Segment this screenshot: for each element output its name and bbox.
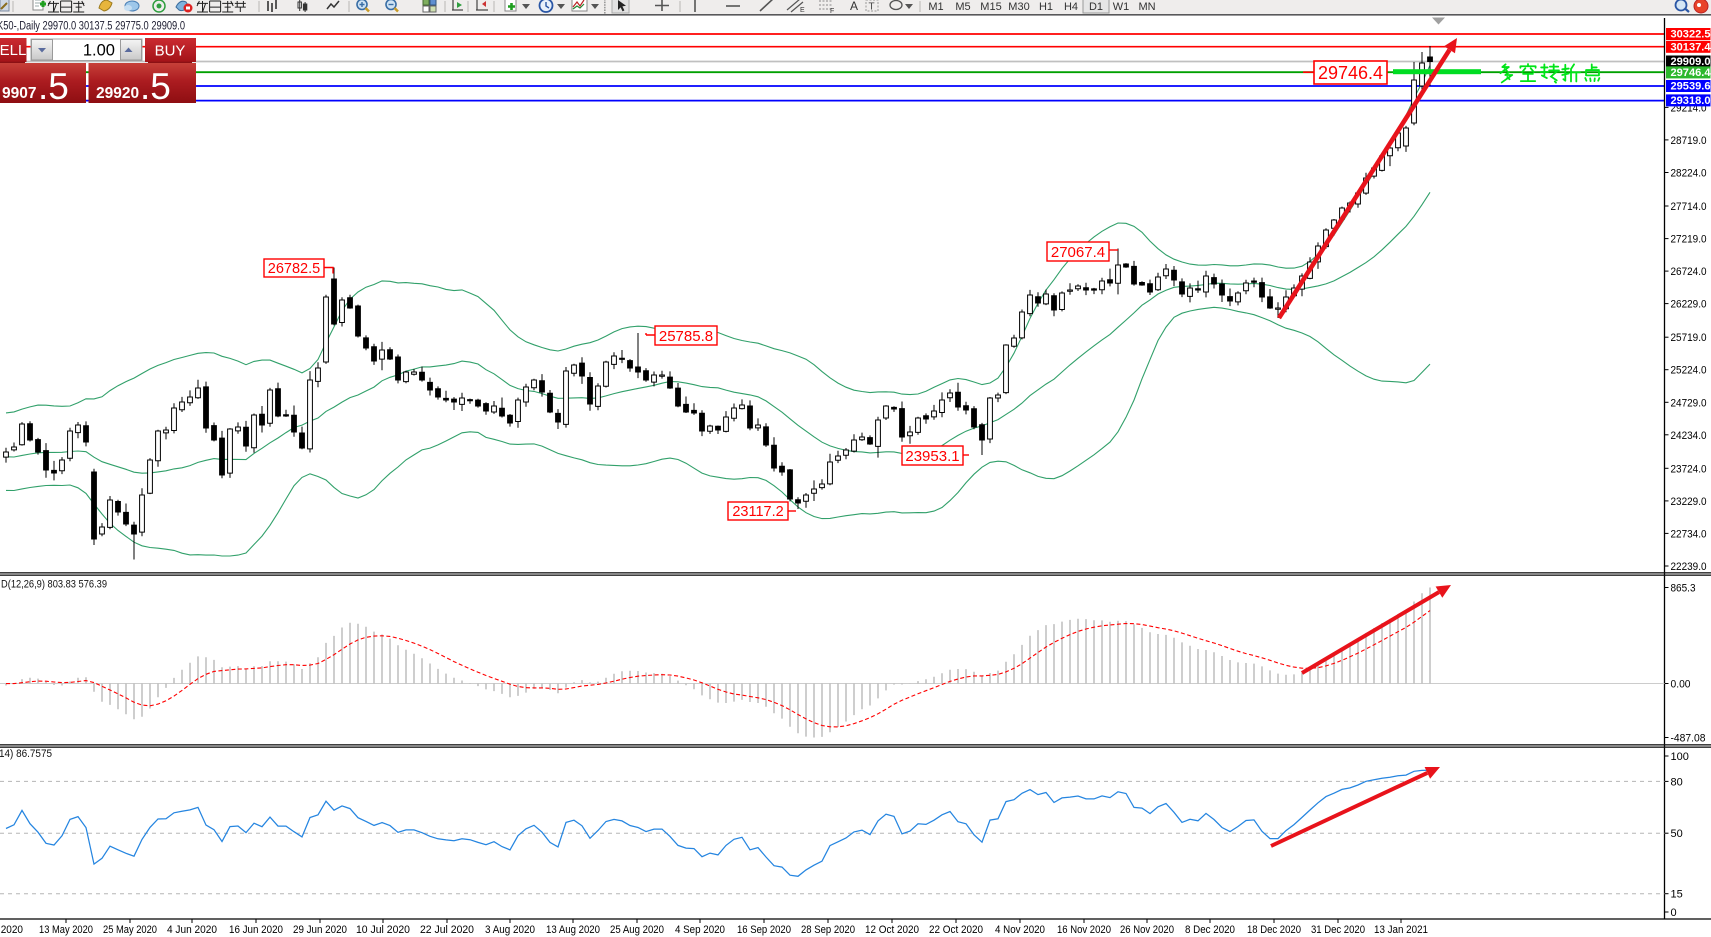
svg-text:23953.1: 23953.1 (905, 448, 959, 465)
svg-text:T: T (869, 2, 875, 13)
svg-text:31 Dec 2020: 31 Dec 2020 (1311, 924, 1365, 936)
svg-text:F: F (830, 8, 834, 15)
svg-text:13 May 2020: 13 May 2020 (39, 924, 93, 936)
svg-text:23229.0: 23229.0 (1671, 496, 1707, 508)
svg-text:15: 15 (1671, 889, 1683, 901)
svg-text:4 Nov 2020: 4 Nov 2020 (995, 924, 1045, 936)
svg-text:28 Sep 2020: 28 Sep 2020 (801, 924, 855, 936)
svg-text:-487.08: -487.08 (1671, 733, 1706, 745)
svg-text:30 Apr 2020: 30 Apr 2020 (0, 924, 23, 936)
svg-text:80: 80 (1671, 776, 1683, 788)
svg-text:29920: 29920 (96, 85, 139, 102)
svg-text:29909.0: 29909.0 (1671, 56, 1711, 68)
svg-text:25224.0: 25224.0 (1671, 365, 1707, 377)
svg-text:H4: H4 (1064, 1, 1078, 13)
svg-text:25 May 2020: 25 May 2020 (103, 924, 157, 936)
svg-text:8 Dec 2020: 8 Dec 2020 (1185, 924, 1235, 936)
svg-text:M30: M30 (1008, 1, 1029, 13)
svg-text:865.3: 865.3 (1671, 583, 1696, 595)
svg-text:27714.0: 27714.0 (1671, 201, 1707, 213)
svg-text:MN: MN (1138, 1, 1155, 13)
svg-text:22239.0: 22239.0 (1671, 561, 1707, 573)
svg-text:26 Nov 2020: 26 Nov 2020 (1120, 924, 1174, 936)
svg-text:30137.4: 30137.4 (1671, 41, 1711, 53)
svg-text:25 Aug 2020: 25 Aug 2020 (610, 924, 664, 936)
svg-text:28224.0: 28224.0 (1671, 168, 1707, 180)
svg-text:24729.0: 24729.0 (1671, 397, 1707, 409)
svg-text:M5: M5 (955, 1, 970, 13)
svg-text:BUY: BUY (155, 43, 186, 60)
svg-text:50: 50 (1671, 828, 1683, 840)
svg-text:25785.8: 25785.8 (659, 328, 713, 345)
svg-text:13 Aug 2020: 13 Aug 2020 (546, 924, 600, 936)
svg-text:1.00: 1.00 (83, 42, 115, 60)
svg-text:M15: M15 (980, 1, 1001, 13)
svg-text:A: A (850, 0, 858, 13)
svg-text:25719.0: 25719.0 (1671, 332, 1707, 344)
svg-text:10 Jul 2020: 10 Jul 2020 (356, 924, 410, 936)
svg-text:29318.0: 29318.0 (1671, 95, 1711, 107)
svg-text:18 Dec 2020: 18 Dec 2020 (1247, 924, 1301, 936)
svg-text:.5: .5 (140, 66, 171, 107)
svg-text:.5: .5 (38, 66, 69, 107)
svg-text:24234.0: 24234.0 (1671, 430, 1707, 442)
svg-text:28719.0: 28719.0 (1671, 135, 1707, 147)
svg-text:0.00: 0.00 (1671, 679, 1691, 691)
svg-text:13 Jan 2021: 13 Jan 2021 (1374, 924, 1428, 936)
svg-text:30322.5: 30322.5 (1671, 29, 1711, 41)
svg-text:16 Nov 2020: 16 Nov 2020 (1057, 924, 1111, 936)
svg-text:W1: W1 (1113, 1, 1130, 13)
svg-text:100: 100 (1671, 751, 1689, 763)
svg-text:26724.0: 26724.0 (1671, 266, 1707, 278)
svg-text:4 Jun 2020: 4 Jun 2020 (167, 924, 217, 936)
svg-text:29746.4: 29746.4 (1671, 67, 1711, 79)
svg-text:3 Aug 2020: 3 Aug 2020 (485, 924, 535, 936)
svg-text:D(12,26,9) 803.83 576.39: D(12,26,9) 803.83 576.39 (1, 579, 107, 591)
svg-text:E: E (800, 7, 805, 14)
svg-text:29 Jun 2020: 29 Jun 2020 (293, 924, 347, 936)
svg-text:22 Oct 2020: 22 Oct 2020 (929, 924, 983, 936)
svg-text:23724.0: 23724.0 (1671, 463, 1707, 475)
svg-text:26782.5: 26782.5 (268, 261, 320, 277)
svg-text:23117.2: 23117.2 (732, 504, 783, 520)
svg-text:29746.4: 29746.4 (1318, 63, 1383, 83)
svg-text:D1: D1 (1089, 1, 1103, 13)
svg-text:27067.4: 27067.4 (1051, 244, 1105, 261)
svg-text:ELL: ELL (0, 42, 26, 59)
svg-text:22734.0: 22734.0 (1671, 528, 1707, 540)
svg-text:16 Jun 2020: 16 Jun 2020 (229, 924, 283, 936)
svg-text:22 Jul 2020: 22 Jul 2020 (420, 924, 474, 936)
svg-text:26229.0: 26229.0 (1671, 299, 1707, 311)
svg-text:0: 0 (1671, 907, 1677, 919)
svg-text:14) 86.7575: 14) 86.7575 (0, 748, 52, 760)
svg-text:H1: H1 (1039, 1, 1053, 13)
svg-text:27219.0: 27219.0 (1671, 234, 1707, 246)
svg-text:9907: 9907 (2, 85, 36, 102)
svg-text:M1: M1 (928, 1, 943, 13)
svg-text:K50-,Daily 29970.0 30137.5 29: K50-,Daily 29970.0 30137.5 29775.0 29909… (0, 21, 185, 33)
svg-text:12 Oct 2020: 12 Oct 2020 (865, 924, 919, 936)
svg-text:16 Sep 2020: 16 Sep 2020 (737, 924, 791, 936)
svg-text:29539.6: 29539.6 (1671, 81, 1711, 93)
svg-text:4 Sep 2020: 4 Sep 2020 (675, 924, 725, 936)
